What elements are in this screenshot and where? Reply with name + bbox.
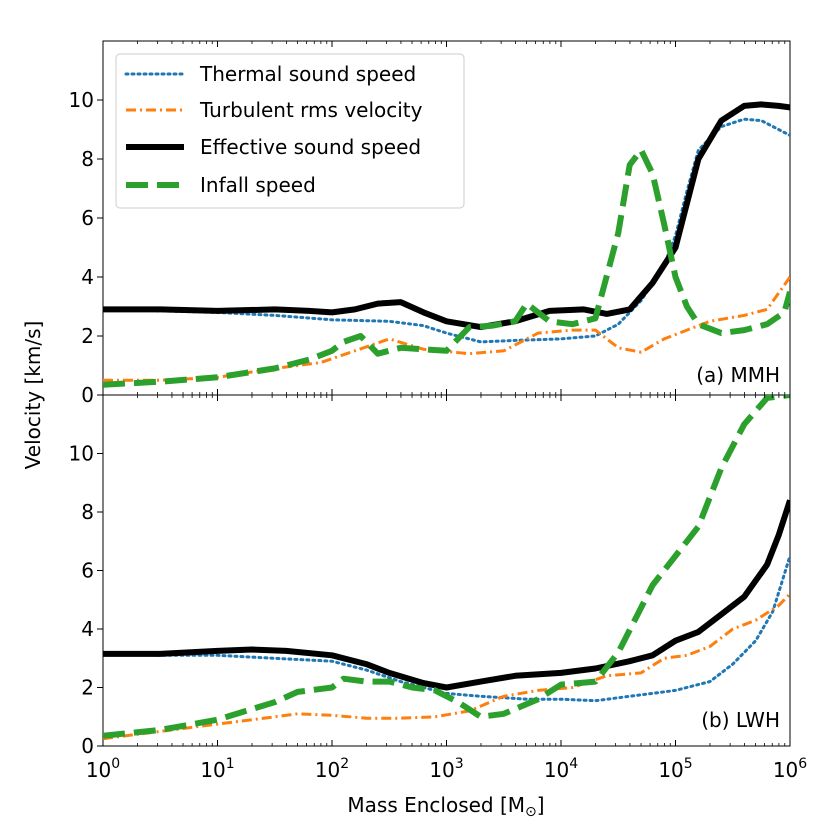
panel-bottom-series: [103, 395, 790, 741]
x-tick-label: 106: [773, 756, 807, 782]
x-axis-label-end: ]: [537, 793, 545, 817]
y-axis-label: Velocity [km/s]: [21, 321, 45, 470]
series-infall-speed-lwh: [103, 395, 790, 739]
legend-label-thermal: Thermal sound speed: [199, 62, 416, 86]
x-axis-label: Mass Enclosed [M⊙]: [347, 793, 544, 820]
x-tick-label: 101: [200, 756, 234, 782]
y-tick-label: 6: [81, 559, 94, 583]
legend-box: [115, 53, 465, 209]
x-tick-label: 100: [86, 756, 120, 782]
series-turbulent-rms-velocity-lwh: [103, 592, 790, 741]
series-thermal-sound-speed-lwh: [103, 554, 790, 703]
legend-label-effective: Effective sound speed: [200, 135, 421, 159]
x-tick-label: 102: [315, 756, 349, 782]
y-tick-label: 4: [81, 265, 94, 289]
y-tick-label: 4: [81, 617, 94, 641]
series-thermal-sound-speed-mmh: [103, 117, 790, 344]
y-tick-label: 10: [69, 442, 94, 466]
x-tick-label: 105: [658, 756, 692, 782]
series-infall-speed-mmh: [103, 147, 790, 388]
y-tick-label: 2: [81, 676, 94, 700]
series-effective-sound-speed-lwh: [103, 499, 790, 691]
y-tick-label: 6: [81, 206, 94, 230]
x-tick-label: 104: [544, 756, 578, 782]
legend-label-turbulent: Turbulent rms velocity: [199, 98, 423, 122]
y-tick-label: 0: [81, 734, 94, 758]
y-tick-label: 8: [81, 147, 94, 171]
y-tick-label: 10: [69, 88, 94, 112]
y-tick-label: 0: [81, 383, 94, 407]
panel-label-bottom: (b) LWH: [701, 708, 780, 732]
y-tick-label: 2: [81, 324, 94, 348]
legend: Thermal sound speed Turbulent rms veloci…: [115, 53, 465, 209]
panel-top-series: [103, 101, 790, 388]
x-axis-label-sub: ⊙: [525, 804, 537, 820]
series-turbulent-rms-velocity-mmh: [103, 276, 790, 382]
y-tick-label: 8: [81, 500, 94, 524]
x-axis-label-main: Mass Enclosed [M: [347, 793, 525, 817]
panel-label-top: (a) MMH: [696, 363, 780, 387]
x-tick-label: 103: [429, 756, 463, 782]
legend-label-infall: Infall speed: [200, 173, 316, 197]
